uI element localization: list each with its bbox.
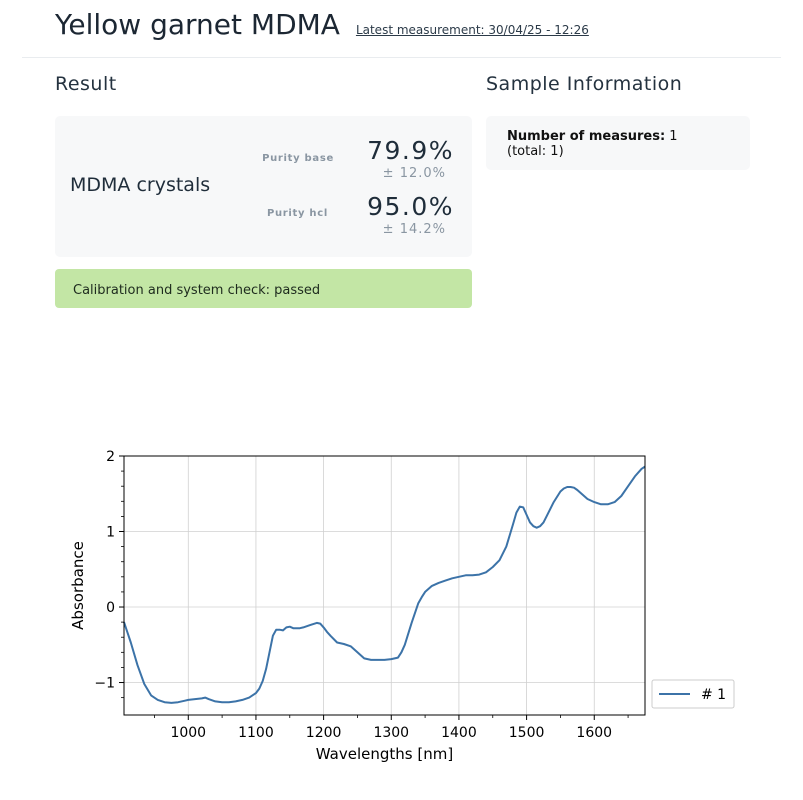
chart-legend: # 1 xyxy=(651,679,735,709)
x-tick-label: 1600 xyxy=(576,725,612,741)
chart-grid xyxy=(124,455,645,715)
y-tick-label: 2 xyxy=(106,449,115,465)
sample-info-card: Number of measures: 1 (total: 1) xyxy=(486,116,750,170)
x-tick-label: 1300 xyxy=(373,725,409,741)
x-tick-label: 1000 xyxy=(170,725,206,741)
result-card: MDMA crystals Purity base 79.9% ± 12.0% … xyxy=(55,116,472,257)
x-tick-label: 1200 xyxy=(306,725,342,741)
purity-base-label: Purity base xyxy=(262,153,334,164)
purity-hcl-value: 95.0% xyxy=(367,192,454,221)
y-tick-label: 0 xyxy=(106,600,115,616)
measures-total: (total: 1) xyxy=(507,144,564,159)
legend-box xyxy=(651,679,735,709)
y-tick-label: 1 xyxy=(106,525,115,541)
purity-base-error: ± 12.0% xyxy=(382,166,446,181)
page-header: Yellow garnet MDMA Latest measurement: 3… xyxy=(55,8,589,41)
legend-series-label: # 1 xyxy=(701,687,726,703)
x-axis-label: Wavelengths [nm] xyxy=(316,745,453,763)
purity-base-value: 79.9% xyxy=(367,136,454,165)
chart-ticks: 1000 1100 1200 1300 1400 1500 1600 −1 0 1 2 xyxy=(94,449,629,741)
chart-series-layer xyxy=(123,465,646,704)
latest-measurement-link[interactable]: Latest measurement: 30/04/25 - 12:26 xyxy=(355,23,589,37)
result-section-title: Result xyxy=(55,73,117,95)
measures-label: Number of measures: xyxy=(507,129,666,144)
measures-value: 1 xyxy=(669,129,678,144)
page-title: Yellow garnet MDMA xyxy=(55,8,340,41)
x-tick-label: 1400 xyxy=(441,725,477,741)
x-tick-label: 1500 xyxy=(509,725,545,741)
purity-hcl-label: Purity hcl xyxy=(266,208,328,219)
calibration-status-banner: Calibration and system check: passed xyxy=(55,269,472,308)
purity-hcl-error: ± 14.2% xyxy=(382,222,446,237)
y-axis-label: Absorbance xyxy=(69,541,87,630)
product-name: MDMA crystals xyxy=(70,174,211,196)
series-line xyxy=(123,465,646,704)
sample-information-title: Sample Information xyxy=(486,73,683,95)
header-divider xyxy=(22,57,781,58)
plot-frame xyxy=(123,455,646,716)
x-tick-label: 1100 xyxy=(238,725,274,741)
absorbance-chart: 1000 1100 1200 1300 1400 1500 1600 −1 0 1 2 Wavele… xyxy=(69,449,735,763)
y-tick-label: −1 xyxy=(94,676,115,692)
